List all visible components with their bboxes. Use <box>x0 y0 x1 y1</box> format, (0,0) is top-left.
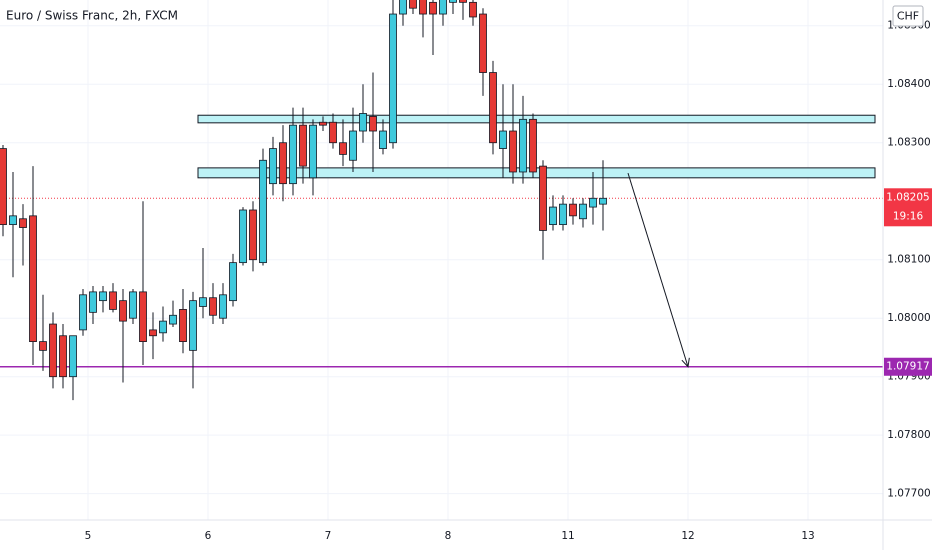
candle-body <box>0 148 7 226</box>
candle-body <box>149 329 157 337</box>
candle-body <box>389 13 397 144</box>
last-price-box <box>884 188 932 227</box>
candle-body <box>229 262 237 302</box>
candle-body <box>309 124 317 179</box>
candle-body <box>349 130 357 161</box>
candle-body <box>419 0 427 15</box>
candle-body <box>189 300 197 351</box>
candle-body <box>379 130 387 149</box>
y-tick-label: 1.07700 <box>887 488 930 500</box>
candle-body <box>39 341 47 351</box>
candle-body <box>399 0 407 15</box>
candle-body <box>429 1 437 15</box>
candle-body <box>509 130 517 173</box>
candle-body <box>589 197 597 208</box>
candle-body <box>339 142 347 155</box>
candle-body <box>209 297 217 316</box>
candle-body <box>119 300 127 322</box>
candle-body <box>159 320 167 334</box>
candle-body <box>479 13 487 73</box>
candle-body <box>499 130 507 149</box>
chart-title: Euro / Swiss Franc, 2h, FXCM <box>6 9 178 23</box>
plot <box>0 0 883 401</box>
candle-body <box>489 72 497 144</box>
y-tick-label: 1.08100 <box>887 254 930 266</box>
candle-body <box>129 291 137 319</box>
candle-body <box>519 118 527 173</box>
candle-body <box>529 118 537 173</box>
level-label: 1.07917 <box>886 361 929 373</box>
x-tick-label: 8 <box>445 530 452 542</box>
candle-body <box>139 291 147 342</box>
arrow-line <box>627 172 689 367</box>
candle-body <box>319 121 327 126</box>
x-tick-label: 7 <box>325 530 332 542</box>
candle-body <box>549 206 557 226</box>
candle-body <box>299 124 307 167</box>
candle-body <box>409 0 417 9</box>
candle-body <box>459 0 467 3</box>
candle-body <box>49 323 57 378</box>
candle-body <box>29 215 37 342</box>
candle-body <box>569 203 577 217</box>
candle-body <box>259 159 267 264</box>
candle-body <box>359 113 367 132</box>
level-box <box>884 357 932 376</box>
candle-body <box>289 124 297 185</box>
candle-body <box>59 335 67 378</box>
candle-body <box>219 294 227 319</box>
candle-body <box>9 215 17 226</box>
currency-label: CHF <box>897 10 919 23</box>
candle-body <box>179 309 187 342</box>
candle-body <box>169 314 177 325</box>
candle-body <box>89 291 97 313</box>
x-tick-label: 12 <box>681 530 694 542</box>
currency-box[interactable] <box>892 5 924 27</box>
candle-body <box>109 291 117 310</box>
candle-body <box>249 209 257 261</box>
candle-body <box>559 203 567 226</box>
candle-body <box>439 0 447 15</box>
x-tick-label: 5 <box>85 530 92 542</box>
y-tick-label: 1.08000 <box>887 312 930 324</box>
candle-body <box>199 297 207 307</box>
y-tick-label: 1.07800 <box>887 429 930 441</box>
last-price-label: 1.08205 <box>886 191 929 203</box>
x-tick-label: 13 <box>801 530 814 542</box>
candle-body <box>329 121 337 144</box>
countdown-label: 19:16 <box>893 210 924 222</box>
x-tick-label: 11 <box>561 530 574 542</box>
candle-body <box>579 203 587 220</box>
y-tick-label: 1.08300 <box>887 137 930 149</box>
candle-body <box>279 142 287 185</box>
axes: 1.077001.078001.079001.080001.081001.083… <box>85 20 932 542</box>
candle-body <box>449 0 457 3</box>
y-tick-label: 1.08400 <box>887 78 930 90</box>
candle-body <box>269 148 277 185</box>
candle-body <box>99 291 107 302</box>
candle-body <box>239 209 247 264</box>
candle-body <box>19 218 27 228</box>
grid <box>0 0 883 520</box>
candle-body <box>539 165 547 231</box>
candle-body <box>369 116 377 132</box>
arrow-head <box>681 357 690 368</box>
x-tick-label: 6 <box>205 530 212 542</box>
candle-body <box>69 335 77 378</box>
candle-body <box>599 197 607 205</box>
candle-body <box>469 1 477 18</box>
candle-body <box>79 294 87 331</box>
